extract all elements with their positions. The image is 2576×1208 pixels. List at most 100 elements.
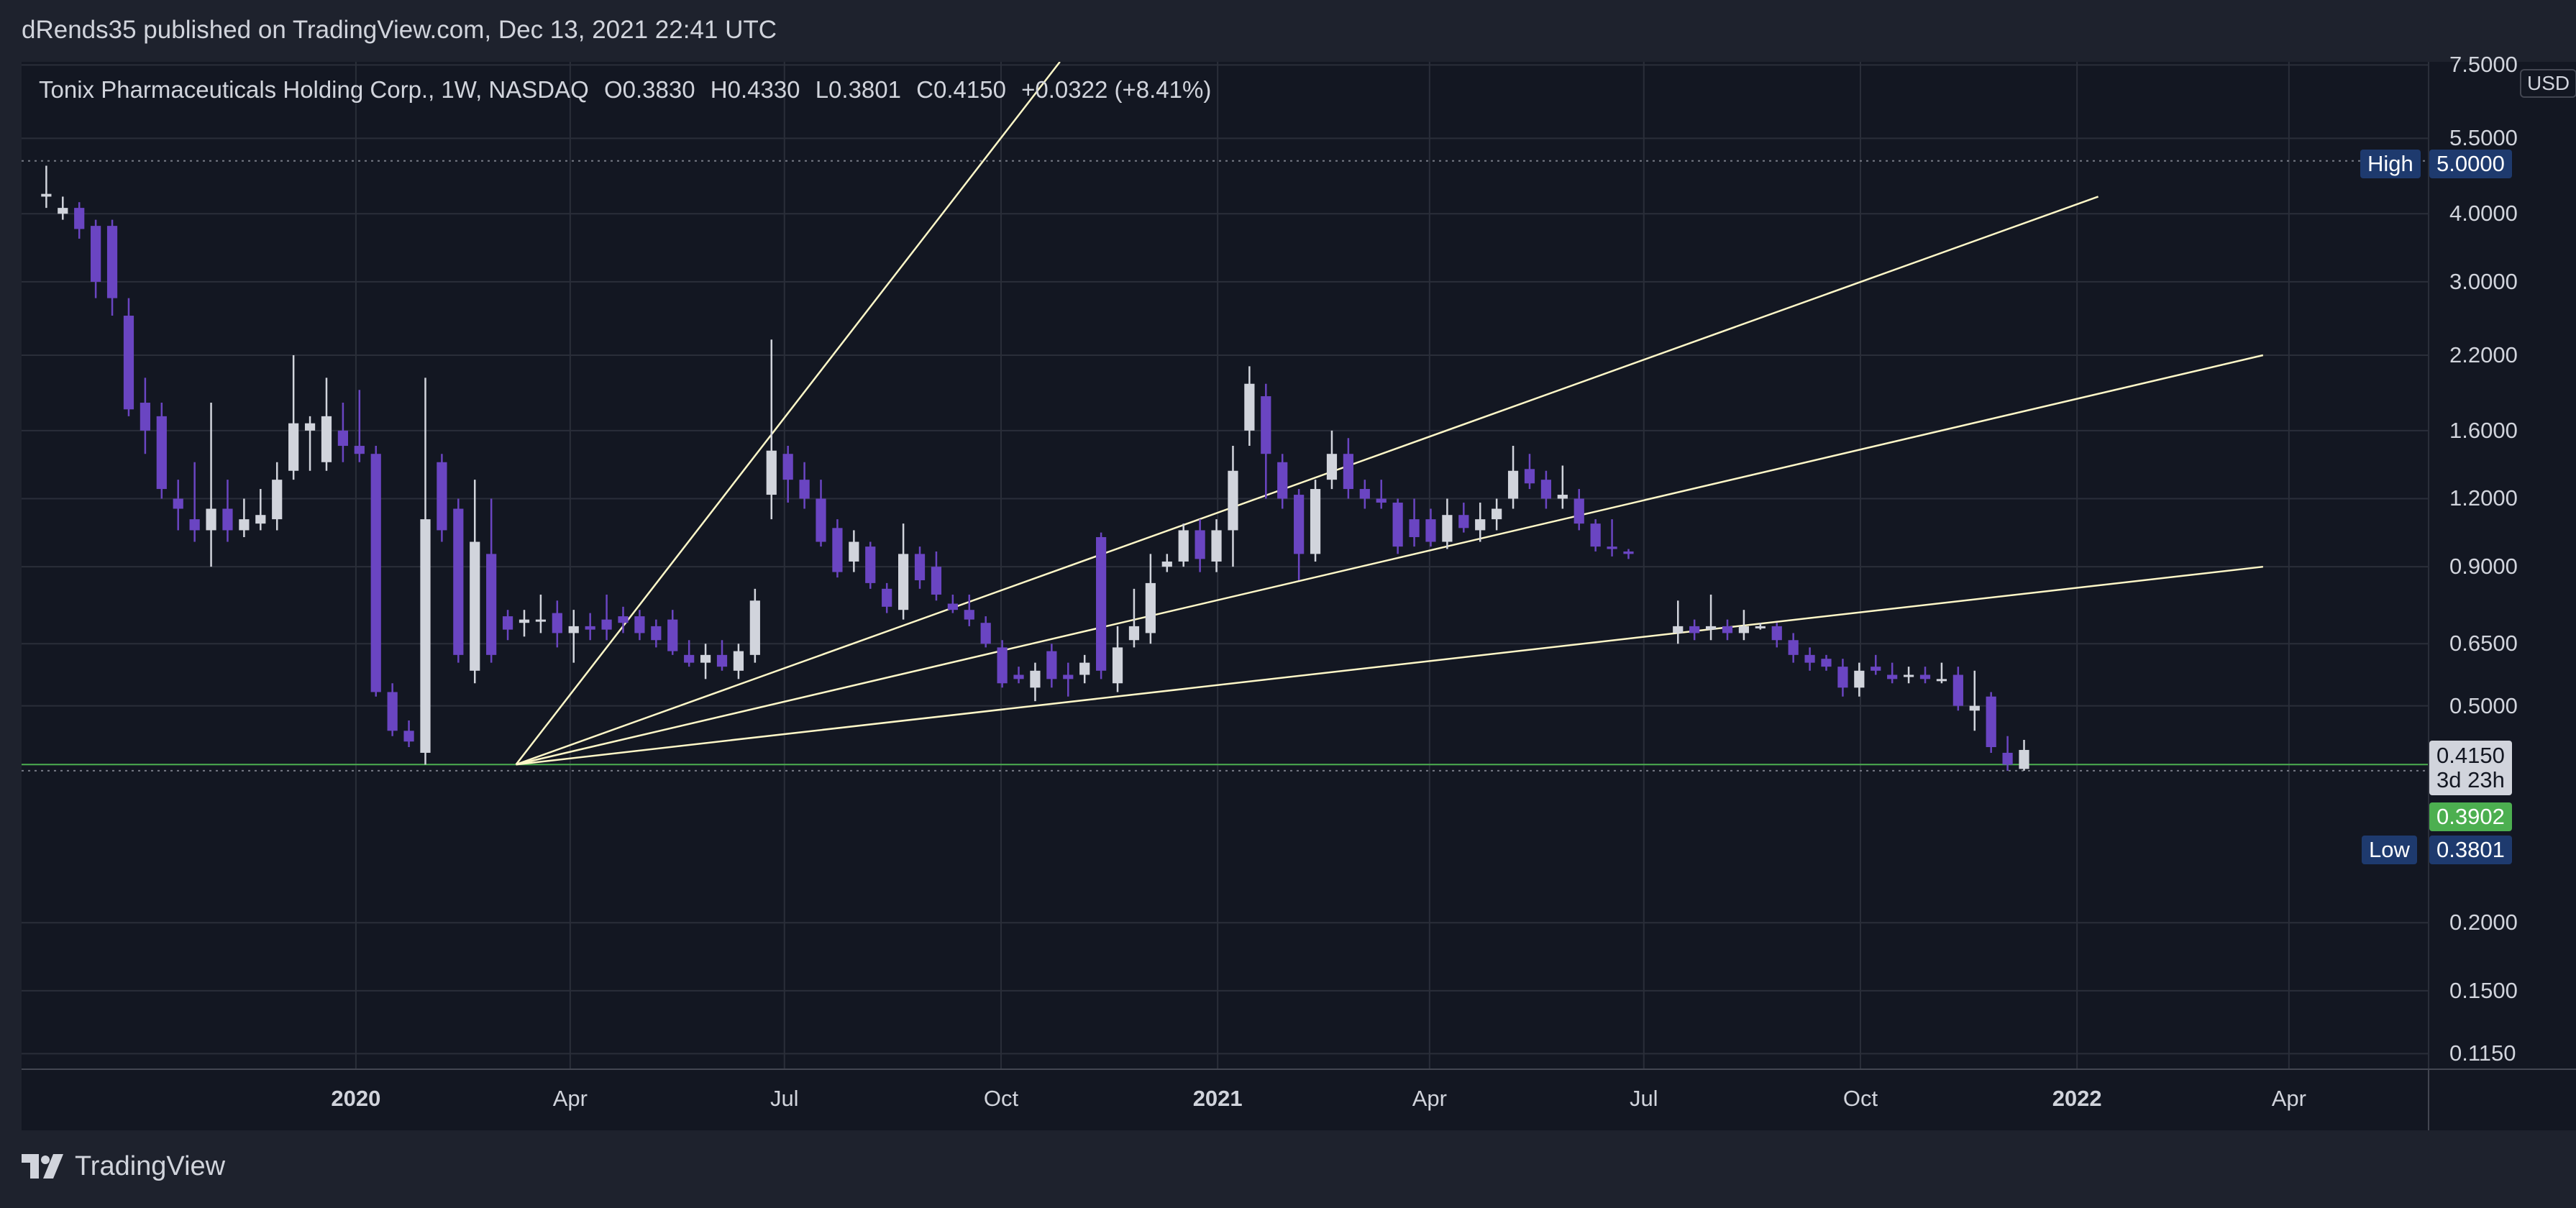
- candle: [470, 480, 480, 684]
- candle: [1409, 498, 1420, 547]
- candle-body: [1392, 503, 1403, 547]
- axis-corner: [2428, 1069, 2576, 1130]
- candle: [1145, 554, 1156, 644]
- candle-body: [337, 430, 349, 447]
- candle: [2002, 736, 2013, 771]
- candle-body: [420, 519, 431, 753]
- candle-body: [41, 193, 52, 197]
- footer-brand: TradingView: [75, 1150, 226, 1181]
- tradingview-icon: [22, 1154, 63, 1179]
- candle: [156, 403, 167, 499]
- candle-body: [849, 541, 859, 562]
- candle: [1837, 659, 1848, 697]
- candle: [997, 640, 1008, 688]
- currency-button[interactable]: USD: [2520, 69, 2576, 98]
- candle-body: [403, 731, 414, 742]
- candle: [337, 403, 349, 462]
- candle-body: [1837, 667, 1848, 688]
- candle: [1425, 508, 1436, 547]
- candle: [1722, 619, 1733, 641]
- candle-body: [486, 554, 497, 655]
- candle: [1788, 633, 1799, 663]
- candle-body: [1952, 674, 1963, 706]
- candle-body: [1821, 659, 1832, 667]
- candle: [667, 610, 678, 655]
- candle: [618, 606, 629, 633]
- line-price-tag: 0.3902: [2429, 802, 2512, 831]
- candle-body: [1804, 654, 1815, 663]
- price-tick-label: 0.9000: [2449, 554, 2518, 580]
- candle: [123, 298, 134, 416]
- candle-body: [1195, 530, 1205, 559]
- time-tick-label: 2021: [1192, 1086, 1243, 1111]
- candle: [1392, 498, 1403, 554]
- candle-body: [106, 226, 118, 298]
- candle: [766, 339, 777, 520]
- candle-body: [766, 450, 777, 495]
- candle-body: [865, 546, 876, 583]
- candle-body: [1046, 651, 1057, 680]
- candle: [486, 498, 497, 663]
- price-tick-label: 0.1150: [2449, 1040, 2516, 1066]
- candle-body: [1294, 495, 1305, 554]
- candle: [832, 519, 843, 578]
- last-price-value: 0.4150: [2436, 743, 2505, 768]
- candle: [799, 462, 810, 509]
- candle-body: [1310, 489, 1321, 554]
- publish-info: dRends35 published on TradingView.com, D…: [22, 16, 777, 44]
- candle-body: [1376, 498, 1387, 503]
- candle-body: [470, 541, 480, 671]
- candle-body: [947, 603, 958, 610]
- candle: [865, 541, 876, 589]
- candle-body: [1161, 561, 1172, 567]
- candle: [1590, 519, 1601, 552]
- candle-body: [799, 480, 810, 499]
- candle-body: [370, 454, 381, 692]
- fan-line: [516, 196, 2099, 766]
- price-tick-label: 4.0000: [2449, 201, 2518, 226]
- legend-low: L0.3801: [815, 76, 901, 103]
- candle-body: [1788, 640, 1799, 655]
- candle-body: [700, 654, 711, 663]
- candle-body: [1986, 696, 1996, 748]
- time-axis[interactable]: [22, 1069, 2428, 1130]
- candle: [420, 378, 431, 765]
- legend-symbol: Tonix Pharmaceuticals Holding Corp., 1W,…: [39, 76, 589, 103]
- candle: [387, 683, 398, 736]
- candle-body: [1079, 662, 1090, 675]
- fan-lines: [515, 62, 2264, 766]
- candle-body: [173, 498, 183, 509]
- candle: [1952, 667, 1963, 711]
- candle-body: [535, 619, 547, 622]
- candle-body: [1178, 530, 1189, 562]
- candle-body: [832, 528, 843, 572]
- candle-body: [1871, 667, 1881, 671]
- legend-high: H0.4330: [710, 76, 800, 103]
- time-tick-label: Apr: [552, 1086, 588, 1111]
- candle-body: [1969, 705, 1980, 711]
- candle-body: [1343, 454, 1353, 490]
- candle: [964, 594, 974, 626]
- candle-body: [453, 508, 464, 655]
- candle-body: [997, 647, 1008, 684]
- candle: [1128, 588, 1140, 648]
- candle-body: [1425, 519, 1436, 542]
- candle: [1871, 654, 1881, 675]
- price-axis[interactable]: [2428, 62, 2576, 1069]
- candle: [288, 355, 299, 480]
- price-tick-label: 0.2000: [2449, 910, 2518, 935]
- candle-body: [222, 508, 233, 531]
- tradingview-logo[interactable]: TradingView: [22, 1150, 225, 1182]
- candle-body: [1524, 469, 1535, 484]
- fan-line: [515, 62, 1061, 766]
- candle-body: [1903, 674, 1914, 677]
- candle: [502, 610, 513, 641]
- time-tick-label: 2020: [331, 1086, 381, 1111]
- grid: [22, 62, 2428, 1069]
- candle-body: [1096, 536, 1107, 671]
- top-bar: dRends35 published on TradingView.com, D…: [0, 0, 2576, 62]
- candle: [1063, 662, 1074, 697]
- candle-body: [304, 423, 316, 431]
- candle: [1919, 667, 1931, 684]
- candle-body: [1458, 515, 1469, 528]
